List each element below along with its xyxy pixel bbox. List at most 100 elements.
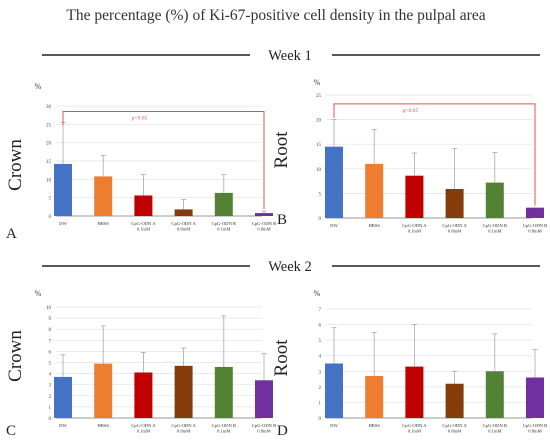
panel-c-ytick-label: 1	[49, 406, 52, 411]
panel-d-ytick-label: 2	[319, 386, 322, 391]
panel-d-ytick-label: 7	[319, 308, 322, 313]
panel-d-bar	[325, 363, 343, 418]
panel-d-category-label: HBSS	[368, 423, 380, 428]
week2-label: Week 2	[268, 259, 312, 275]
panel-d-category-label: DW	[330, 423, 338, 428]
panel-b-bar	[365, 163, 384, 218]
panel-d-bar	[365, 375, 384, 418]
panel-a: A Crown % 0 5 10 15 20 25 30 DW HBSS CpG-ODN A 0.1…	[5, 82, 276, 242]
panel-b-category-label: HBSS	[368, 223, 380, 228]
panel-a-unit: %	[35, 82, 42, 91]
panel-d-ytick-label: 6	[319, 324, 322, 329]
panel-d-category-label: CpG-ODN A 0.1mM	[402, 423, 427, 434]
panel-c-ytick-label: 6	[49, 350, 52, 355]
panel-d-category-label: CpG-ODN B 0.8mM	[523, 423, 547, 434]
panel-a-ylabel: Crown	[5, 139, 26, 191]
panel-c-category-label: CpG-ODN B 0.1mM	[212, 423, 236, 434]
panel-a-ytick-label: 0	[49, 215, 52, 220]
panel-c-ytick-label: 3	[49, 384, 52, 389]
panel-d-bar	[526, 377, 544, 418]
panel-a-bar	[255, 213, 273, 216]
panel-a-letter: A	[6, 226, 17, 242]
panel-c-unit: %	[35, 289, 42, 298]
panel-c-ytick-label: 0	[49, 417, 52, 422]
panel-a-bar	[134, 195, 153, 216]
panel-a-category-label: CpG-ODN B 0.8mM	[252, 221, 276, 232]
panel-c: C Crown % 0 1 2 3 4 5 6 7 8 9 10 DW HBSS CpG-ODN A 0.1…	[5, 289, 276, 439]
panel-c-bar	[255, 380, 273, 418]
panel-d-ytick-label: 5	[319, 339, 322, 344]
panel-c-bar	[214, 366, 233, 418]
panel-d-ytick-label: 4	[319, 355, 322, 360]
panel-a-ytick-label: 20	[46, 142, 52, 147]
panel-c-category-label: CpG-ODN B 0.8mM	[252, 423, 276, 434]
panel-c-bar	[54, 376, 72, 418]
panel-c-ytick-label: 8	[49, 328, 52, 333]
panel-a-category-label: HBSS	[97, 221, 109, 226]
panel-b-ytick-label: 5	[319, 192, 322, 197]
panel-d-bar	[405, 366, 424, 418]
panel-b-significance-bracket	[333, 103, 536, 206]
panel-d-ytick-label: 0	[319, 417, 322, 422]
panel-c-ylabel: Crown	[5, 330, 26, 382]
panel-c-category-label: CpG-ODN A 0.8mM	[171, 423, 196, 434]
panel-b-bar	[325, 146, 343, 218]
panel-d-unit: %	[314, 289, 321, 298]
panel-a-category-label: CpG-ODN B 0.1mM	[212, 221, 236, 232]
panel-a-category-label: CpG-ODN A 0.8mM	[171, 221, 196, 232]
panel-c-ytick-label: 2	[49, 395, 52, 400]
panel-a-significance-bracket	[62, 111, 265, 210]
panel-d: D Root % 0 1 2 3 4 5 6 7 DW HBSS CpG-ODN A 0.1mM CpG…	[271, 289, 547, 439]
panel-a-ytick-label: 25	[46, 123, 52, 128]
panel-b-bar	[405, 175, 424, 218]
panel-a-ytick-label: 10	[46, 178, 52, 183]
panel-b-category-label: DW	[330, 223, 338, 228]
panel-a-category-label: CpG-ODN A 0.1mM	[131, 221, 156, 232]
panel-b-unit: %	[314, 78, 321, 87]
panel-c-letter: C	[6, 423, 16, 439]
panel-b: B Root % 0 5 10 15 20 25 DW HBSS CpG-ODN A 0.1mM C…	[271, 78, 547, 234]
panel-a-ytick-label: 15	[46, 160, 52, 165]
panel-a-bar	[174, 209, 193, 216]
week1-label: Week 1	[268, 48, 312, 64]
panel-d-ytick-label: 1	[319, 401, 322, 406]
panel-b-ytick-label: 20	[316, 119, 322, 124]
panel-a-bar	[54, 163, 72, 216]
panel-d-category-label: CpG-ODN A 0.8mM	[442, 423, 467, 434]
panel-c-ytick-label: 9	[49, 317, 52, 322]
panel-c-ytick-label: 7	[49, 339, 52, 344]
panel-b-ytick-label: 0	[319, 217, 322, 222]
panel-d-bar	[445, 383, 464, 418]
panel-c-category-label: DW	[59, 423, 67, 428]
panel-c-bar	[94, 363, 113, 418]
panel-d-category-label: CpG-ODN B 0.1mM	[483, 423, 507, 434]
panel-b-bar	[526, 207, 544, 218]
panel-b-ylabel: Root	[271, 131, 292, 169]
panel-c-bar	[134, 372, 153, 418]
panel-b-category-label: CpG-ODN B 0.1mM	[483, 223, 507, 234]
panel-b-ytick-label: 10	[316, 168, 322, 173]
panel-a-category-label: DW	[59, 221, 67, 226]
panel-b-letter: B	[277, 212, 287, 228]
panel-c-ytick-label: 5	[49, 362, 52, 367]
panel-c-category-label: HBSS	[97, 423, 109, 428]
panel-a-ytick-label: 30	[46, 105, 52, 110]
panel-c-ytick-label: 4	[49, 373, 52, 378]
panel-d-ylabel: Root	[271, 339, 292, 377]
panel-b-significance-label: p<0.05	[403, 108, 419, 114]
panel-b-bar	[445, 188, 464, 218]
panel-d-letter: D	[277, 423, 288, 439]
panel-b-category-label: CpG-ODN A 0.8mM	[442, 223, 467, 234]
panel-c-bar	[174, 365, 193, 418]
panel-d-bar	[485, 371, 504, 418]
panel-b-category-label: CpG-ODN B 0.8mM	[523, 223, 547, 234]
panel-a-bar	[94, 176, 113, 216]
panel-d-ytick-label: 3	[319, 370, 322, 375]
panel-a-ytick-label: 5	[49, 197, 52, 202]
panel-b-ytick-label: 25	[316, 94, 322, 99]
panel-c-category-label: CpG-ODN A 0.1mM	[131, 423, 156, 434]
panel-a-bar	[214, 192, 233, 216]
figure-title: The percentage (%) of Ki-67-positive cel…	[66, 7, 485, 24]
panel-b-category-label: CpG-ODN A 0.1mM	[402, 223, 427, 234]
